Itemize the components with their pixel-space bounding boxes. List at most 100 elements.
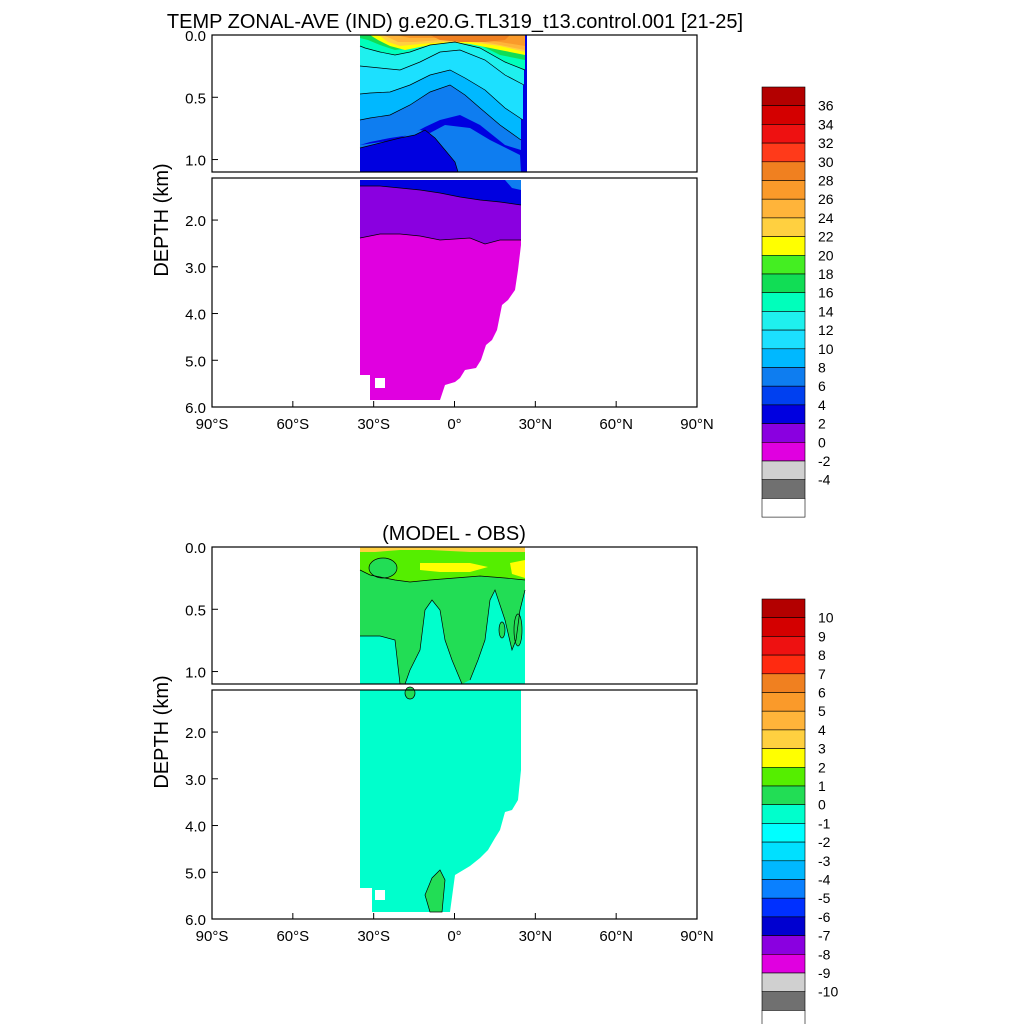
panel-1-y-axis-label: DEPTH (km): [151, 163, 173, 276]
colorbar-swatch: [761, 385, 806, 406]
panel-model-minus-obs: (MODEL - OBS) DEPTH (km) 0.0 0.5: [151, 523, 838, 1024]
x-tick-label: 90°N: [680, 416, 714, 433]
diff-blob: [368, 557, 398, 579]
x-tick-label: 0°: [447, 416, 461, 433]
colorbar-swatch: [761, 935, 806, 955]
colorbar-swatch: [761, 217, 806, 237]
y-tick-label: 1.0: [185, 153, 206, 170]
x-tick-label: 30°N: [519, 416, 553, 433]
contour-line: [360, 635, 401, 685]
y-tick-label: 5.0: [185, 865, 206, 882]
panel-2-title: (MODEL - OBS): [382, 523, 526, 545]
colorbar-label: 4: [818, 722, 826, 738]
x-tick-label: 60°N: [599, 928, 633, 945]
colorbar-label: 34: [818, 116, 834, 132]
colorbar-swatch: [761, 161, 806, 181]
y-tick-label: 6.0: [185, 400, 206, 417]
colorbar-label: 4: [818, 397, 826, 413]
colorbar-label: 10: [818, 610, 834, 626]
y-tick-label: 0.0: [185, 28, 206, 45]
x-tick-label: 60°N: [599, 416, 633, 433]
colorbar-swatch: [761, 879, 806, 899]
colorbar-label: 6: [818, 685, 826, 701]
colorbar-swatch: [761, 823, 806, 843]
colorbar-swatch: [761, 311, 806, 331]
y-tick-label: 3.0: [185, 260, 206, 277]
colorbar-swatch: [761, 498, 806, 518]
colorbar-label: -10: [818, 984, 838, 1000]
colorbar-label: 18: [818, 266, 834, 282]
colorbar-label: -4: [818, 472, 831, 488]
colorbar-swatch: [761, 198, 806, 219]
diff-band-2-3: [420, 563, 488, 572]
colorbar-swatch: [761, 479, 806, 499]
colorbar-label: 2: [818, 759, 826, 775]
colorbar-label: 5: [818, 703, 826, 719]
contour-line: [359, 69, 524, 121]
colorbar-label: 14: [818, 303, 834, 319]
x-tick-label: 60°S: [276, 928, 309, 945]
x-tick-label: 90°S: [196, 928, 229, 945]
y-tick-label: 1.0: [185, 665, 206, 682]
panel-2-upper-frame: [211, 546, 698, 685]
colorbar-swatch: [761, 748, 806, 768]
panel-1-lower-contours: [359, 180, 522, 400]
colorbar-label: 8: [818, 360, 826, 376]
colorbar-label: 9: [818, 628, 826, 644]
colorbar-swatch: [761, 367, 806, 387]
contour-line: [359, 129, 459, 173]
colorbar-label: -5: [818, 890, 831, 906]
x-tick-label: 30°N: [519, 928, 553, 945]
colorbar-swatch: [761, 329, 806, 350]
colorbar-swatch: [761, 292, 806, 312]
colorbar-label: -4: [818, 872, 831, 888]
colorbar-label: -7: [818, 928, 831, 944]
y-tick-label: 4.0: [185, 307, 206, 324]
contour-line: [359, 84, 522, 141]
y-tick-label: 2.0: [185, 725, 206, 742]
x-tick-label: 90°N: [680, 928, 714, 945]
colorbar-label: -3: [818, 853, 831, 869]
colorbar-label: 10: [818, 341, 834, 357]
colorbar-swatch: [761, 636, 806, 656]
colorbar-swatch: [761, 729, 806, 749]
colorbar-label: 36: [818, 98, 834, 114]
colorbar-label: -6: [818, 909, 831, 925]
colorbar-label: 0: [818, 434, 826, 450]
panel-2-upper-contours: [359, 547, 526, 685]
diff-band-0-1: [360, 547, 525, 684]
contour-line: [359, 233, 521, 245]
colorbar-label: 26: [818, 191, 834, 207]
panel-2-y-ticks-upper: 0.0 0.5 1.0: [185, 540, 218, 682]
x-tick-label: 90°S: [196, 416, 229, 433]
colorbar-swatch: [761, 441, 806, 462]
colorbar-swatch: [761, 255, 806, 275]
panel-1-upper-contours: [359, 35, 527, 173]
diff-band-3-4: [360, 547, 525, 552]
colorbar-swatch: [761, 180, 806, 200]
colorbar-label: 0: [818, 797, 826, 813]
diff-band-2-3-right: [510, 560, 525, 578]
colorbar-label: 2: [818, 416, 826, 432]
colorbar-swatch: [761, 348, 806, 368]
y-tick-label: 0.5: [185, 602, 206, 619]
y-tick-label: 3.0: [185, 772, 206, 789]
colorbar-swatch: [761, 236, 806, 256]
colorbar-swatch: [761, 972, 806, 993]
colorbar-label: 3: [818, 741, 826, 757]
panel-model-temperature: TEMP ZONAL-AVE (IND) g.e20.G.TL319_t13.c…: [151, 11, 834, 518]
colorbar-swatch: [761, 460, 806, 481]
diff-deep-green: [424, 869, 446, 913]
colorbar-swatch: [761, 841, 806, 862]
colorbar-swatch: [761, 785, 806, 806]
y-tick-label: 6.0: [185, 912, 206, 929]
contour-band-4-6-lower: [360, 180, 521, 205]
colorbar-label: 7: [818, 666, 826, 682]
contour-band-4-6-deep: [360, 130, 458, 172]
colorbar-swatch: [761, 654, 806, 675]
panel-2-x-ticks: 90°S 60°S 30°S 0° 30°N 60°N 90°N: [196, 913, 714, 945]
topography-mask: [375, 890, 385, 900]
colorbar-swatch: [761, 953, 806, 974]
